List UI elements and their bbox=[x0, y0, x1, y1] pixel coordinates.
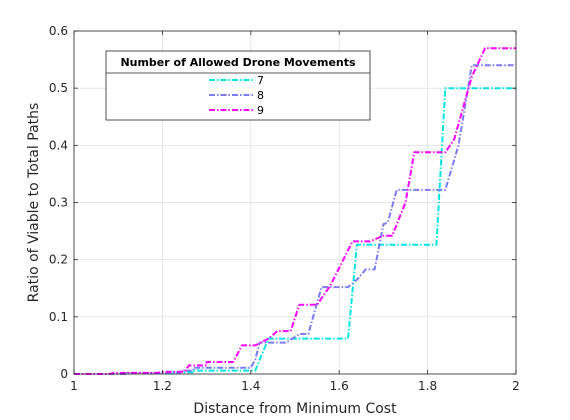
series-line-7 bbox=[74, 87, 516, 375]
legend-items: 7 8 9 bbox=[209, 74, 264, 117]
legend-title: Number of Allowed Drone Movements bbox=[120, 56, 356, 69]
y-tick-label: 0.4 bbox=[49, 138, 68, 152]
x-axis-ticks: 1 1.2 1.4 1.6 1.8 2 bbox=[70, 31, 520, 393]
y-tick-label: 0.5 bbox=[49, 81, 68, 95]
legend-entry-8: 8 bbox=[257, 89, 264, 102]
series-line-8 bbox=[74, 64, 516, 375]
x-tick-label: 2 bbox=[512, 379, 520, 393]
y-tick-label: 0.3 bbox=[49, 196, 68, 210]
x-tick-label: 1.6 bbox=[330, 379, 349, 393]
legend-entry-7: 7 bbox=[257, 74, 264, 87]
legend-entry-9: 9 bbox=[257, 104, 264, 117]
series-layer bbox=[74, 47, 516, 375]
y-tick-label: 0.1 bbox=[49, 310, 68, 324]
y-axis-ticks: 0 0.1 0.2 0.3 0.4 0.5 0.6 bbox=[49, 24, 516, 381]
x-tick-label: 1.4 bbox=[241, 379, 260, 393]
y-tick-label: 0.2 bbox=[49, 253, 68, 267]
x-tick-label: 1 bbox=[70, 379, 78, 393]
x-axis-label: Distance from Minimum Cost bbox=[193, 401, 397, 417]
legend: Number of Allowed Drone Movements 7 8 9 bbox=[105, 50, 371, 121]
x-tick-label: 1.2 bbox=[153, 379, 172, 393]
legend-box bbox=[105, 50, 371, 121]
y-tick-label: 0.6 bbox=[49, 24, 68, 38]
x-tick-label: 1.8 bbox=[418, 379, 437, 393]
y-tick-label: 0 bbox=[60, 367, 68, 381]
y-axis-label: Ratio of Viable to Total Paths bbox=[26, 103, 42, 303]
